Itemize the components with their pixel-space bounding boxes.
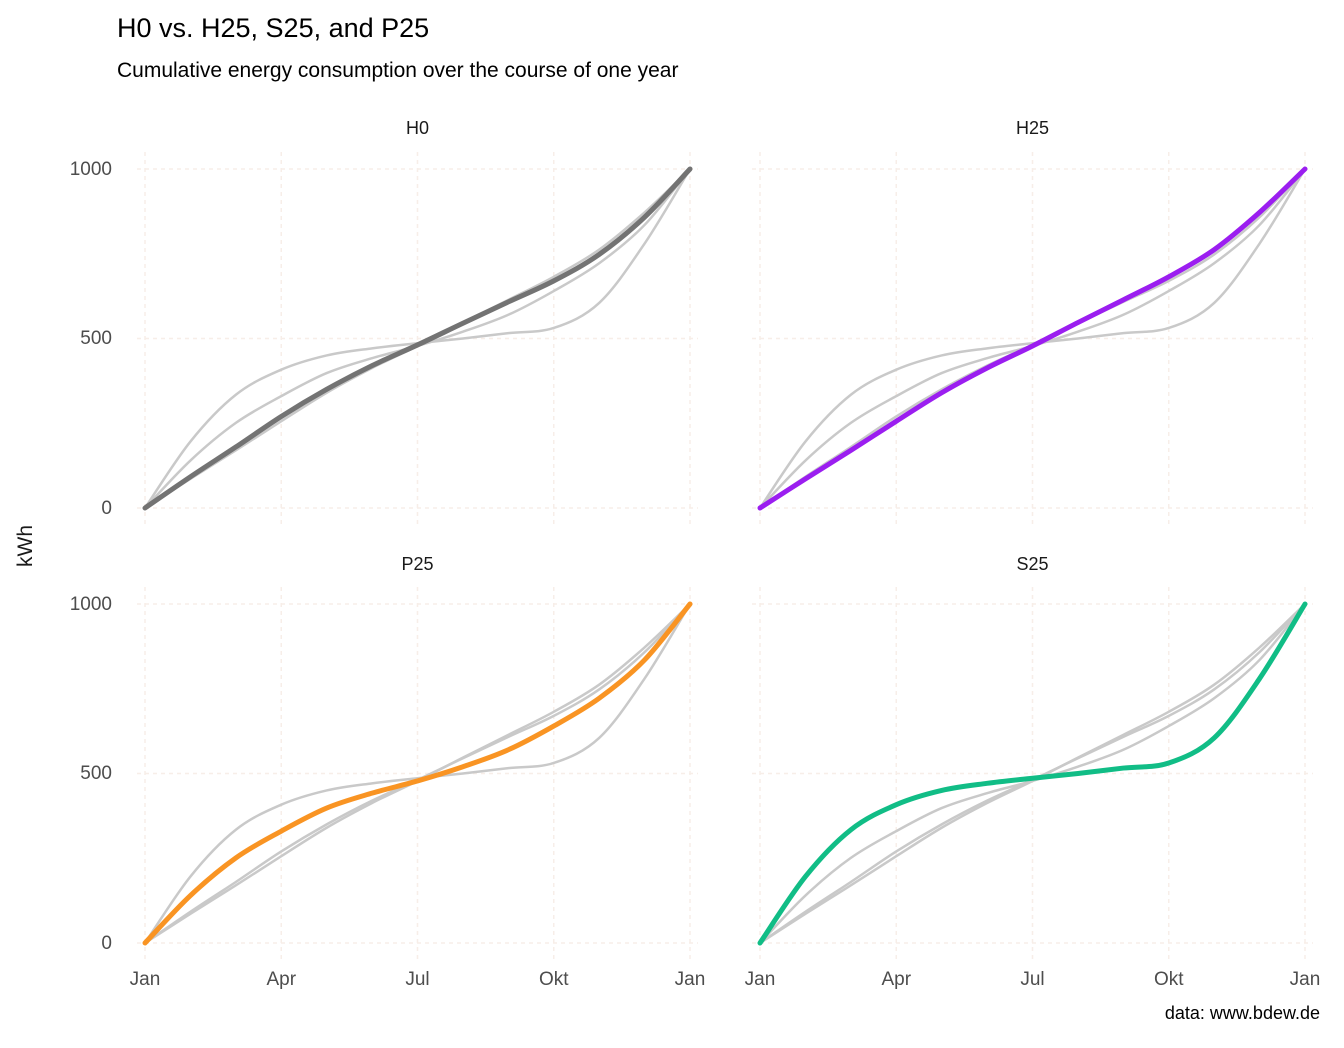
y-tick-label: 0 [101, 932, 112, 954]
series-line-p25-highlight [142, 601, 693, 946]
x-tick-label: Okt [538, 969, 569, 990]
y-tick-label: 1000 [69, 593, 112, 615]
facet-panel-h0 [137, 152, 698, 526]
x-tick-label: Okt [1153, 969, 1184, 990]
facet-panel-h25 [752, 152, 1313, 526]
facet-label-p25: P25 [401, 554, 434, 574]
chart-caption: data: www.bdew.de [1164, 1003, 1320, 1023]
x-tick-label: Jul [405, 969, 430, 990]
series-line-s25-muted [143, 603, 692, 944]
x-tick-label: Jan [129, 969, 161, 990]
facet-panel-s25 [752, 587, 1313, 961]
series-line-s25-highlight [757, 601, 1308, 946]
x-tick-label: Jul [1020, 969, 1045, 990]
x-tick-label: Jan [1289, 969, 1321, 990]
y-tick-label: 500 [80, 328, 112, 349]
y-tick-label: 500 [80, 763, 112, 784]
x-tick-label: Jan [674, 969, 706, 990]
x-tick-label: Jan [744, 969, 776, 990]
y-tick-label: 1000 [69, 158, 112, 180]
x-tick-label: Apr [266, 969, 297, 990]
facet-label-h0: H0 [405, 118, 429, 138]
facet-label-s25: S25 [1016, 554, 1049, 574]
series-line-h25-highlight [757, 166, 1308, 511]
chart-title: H0 vs. H25, S25, and P25 [117, 13, 430, 43]
facet-panel-p25 [137, 587, 698, 961]
series-line-p25-muted [759, 603, 1306, 944]
x-tick-label: Apr [881, 969, 912, 990]
facet-label-h25: H25 [1015, 118, 1050, 138]
y-tick-label: 0 [101, 497, 112, 519]
series-line-h0-highlight [142, 166, 693, 511]
chart-subtitle: Cumulative energy consumption over the c… [117, 59, 679, 82]
y-axis-title: kWh [14, 525, 37, 567]
